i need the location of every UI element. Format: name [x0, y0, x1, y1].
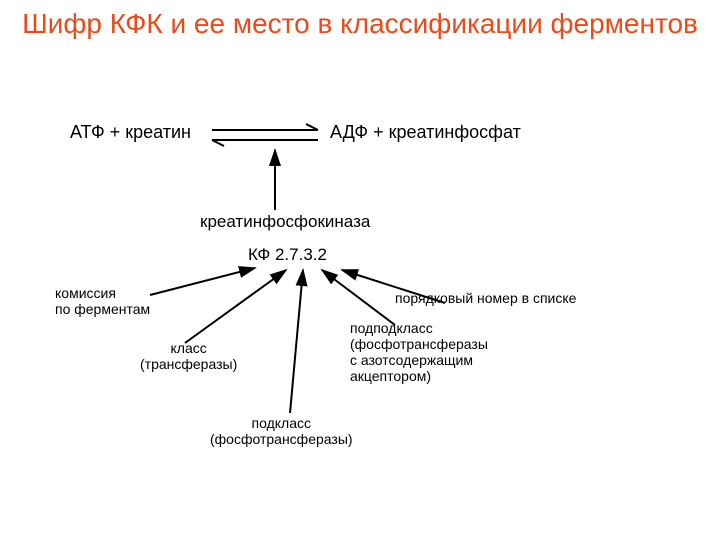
equilibrium-arrow-icon	[212, 124, 318, 146]
page-title: Шифр КФК и ее место в классификации ферм…	[0, 6, 720, 41]
arrow-podpodklass	[322, 270, 395, 325]
arrow-komissiya	[150, 268, 255, 295]
reaction-left: АТФ + креатин	[70, 122, 191, 143]
diagram-stage: АТФ + креатин АДФ + креатинфосфат креати…	[0, 100, 720, 540]
enzyme-name: креатинфосфокиназа	[200, 212, 370, 232]
annotation-komissiya: комиссия по ферментам	[55, 285, 150, 317]
annotation-nomer: порядковый номер в списке	[395, 290, 576, 306]
reaction-right: АДФ + креатинфосфат	[330, 122, 521, 143]
enzyme-code: КФ 2.7.3.2	[248, 245, 327, 265]
arrow-klass	[185, 270, 286, 343]
arrow-podklass	[290, 270, 303, 413]
annotation-podklass: подкласс (фосфотрансферазы)	[210, 415, 353, 447]
annotation-klass: класс (трансферазы)	[140, 340, 237, 372]
annotation-podpodklass: подподкласс (фосфотрансферазы с азотсоде…	[350, 320, 488, 384]
